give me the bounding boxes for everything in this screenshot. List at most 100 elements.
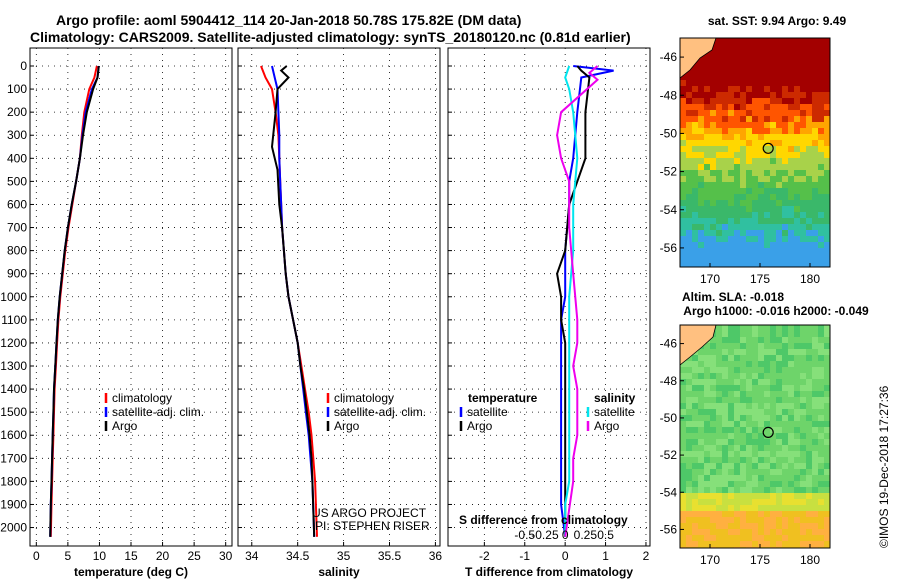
heatmap-cell [812,535,819,542]
heatmap-cell [680,385,687,392]
heatmap-cell [740,517,747,524]
heatmap-cell [788,535,795,542]
heatmap-cell [800,224,807,231]
heatmap-cell [680,451,687,458]
heatmap-cell [794,164,801,171]
heatmap-cell [776,224,783,231]
heatmap-cell [740,194,747,201]
heatmap-cell [722,116,729,123]
heatmap-cell [806,176,813,183]
heatmap-cell [716,194,723,201]
heatmap-cell [692,68,699,75]
heatmap-cell [818,248,825,255]
heatmap-cell [794,349,801,356]
heatmap-cell [818,349,825,356]
heatmap-cell [824,176,830,183]
heatmap-cell [824,80,830,87]
heatmap-cell [788,254,795,261]
heatmap-cell [770,325,777,332]
heatmap-cell [812,475,819,482]
heatmap-cell [746,134,753,141]
heatmap-cell [812,529,819,536]
heatmap-cell [734,385,741,392]
heatmap-cell [824,248,830,255]
heatmap-cell [806,529,813,536]
argo-float-marker [762,426,774,439]
heatmap-cell [746,212,753,219]
heatmap-cell [746,98,753,105]
heatmap-cell [728,164,735,171]
heatmap-cell [734,50,741,57]
heatmap-cell [740,140,747,147]
heatmap-cell [818,481,825,488]
heatmap-cell [782,86,789,93]
heatmap-cell [788,517,795,524]
heatmap-cell [758,517,765,524]
heatmap-cell [692,373,699,380]
heatmap-cell [764,122,771,129]
heatmap-cell [740,98,747,105]
heatmap-cell [782,80,789,87]
heatmap-cell [686,128,693,135]
heatmap-cell [746,242,753,249]
heatmap-cell [764,355,771,362]
heatmap-cell [746,505,753,512]
x-tick-label: 0 [33,549,40,563]
heatmap-cell [794,200,801,207]
heatmap-cell [758,349,765,356]
heatmap-cell [716,260,723,267]
heatmap-cell [800,439,807,446]
heatmap-cell [746,457,753,464]
heatmap-cell [824,194,830,201]
heatmap-cell [740,212,747,219]
heatmap-cell [782,140,789,147]
heatmap-cell [794,523,801,530]
heatmap-cell [812,188,819,195]
heatmap-cell [758,439,765,446]
heatmap-cell [770,122,777,129]
heatmap-cell [704,343,711,350]
heatmap-cell [734,427,741,434]
heatmap-cell [752,242,759,249]
heatmap-cell [686,415,693,422]
heatmap-cell [698,469,705,476]
heatmap-cell [704,62,711,69]
heatmap-cell [794,439,801,446]
heatmap-cell [710,415,717,422]
heatmap-cell [824,367,830,374]
heatmap-cell [770,242,777,249]
heatmap-cell [740,487,747,494]
heatmap-cell [806,499,813,506]
heatmap-cell [812,343,819,350]
heatmap-cell [764,104,771,111]
heatmap-cell [758,62,765,69]
heatmap-cell [734,373,741,380]
heatmap-cell [704,403,711,410]
heatmap-cell [680,445,687,452]
heatmap-cell [710,68,717,75]
heatmap-cell [746,439,753,446]
heatmap-cell [698,146,705,153]
heatmap-cell [818,188,825,195]
heatmap-cell [818,74,825,81]
heatmap-cell [734,62,741,69]
heatmap-cell [776,218,783,225]
heatmap-cell [680,170,687,177]
heatmap-cell [782,469,789,476]
heatmap-cell [710,541,717,548]
heatmap-cell [698,493,705,500]
heatmap-cell [806,98,813,105]
heatmap-cell [698,367,705,374]
heatmap-cell [776,343,783,350]
heatmap-cell [746,523,753,530]
heatmap-cell [752,188,759,195]
heatmap-cell [782,146,789,153]
heatmap-cell [686,397,693,404]
heatmap-cell [776,421,783,428]
heatmap-cell [686,379,693,386]
heatmap-cell [770,493,777,500]
heatmap-cell [800,505,807,512]
heatmap-cell [722,152,729,159]
project-annotation: US ARGO PROJECT [312,506,427,520]
heatmap-cell [800,403,807,410]
